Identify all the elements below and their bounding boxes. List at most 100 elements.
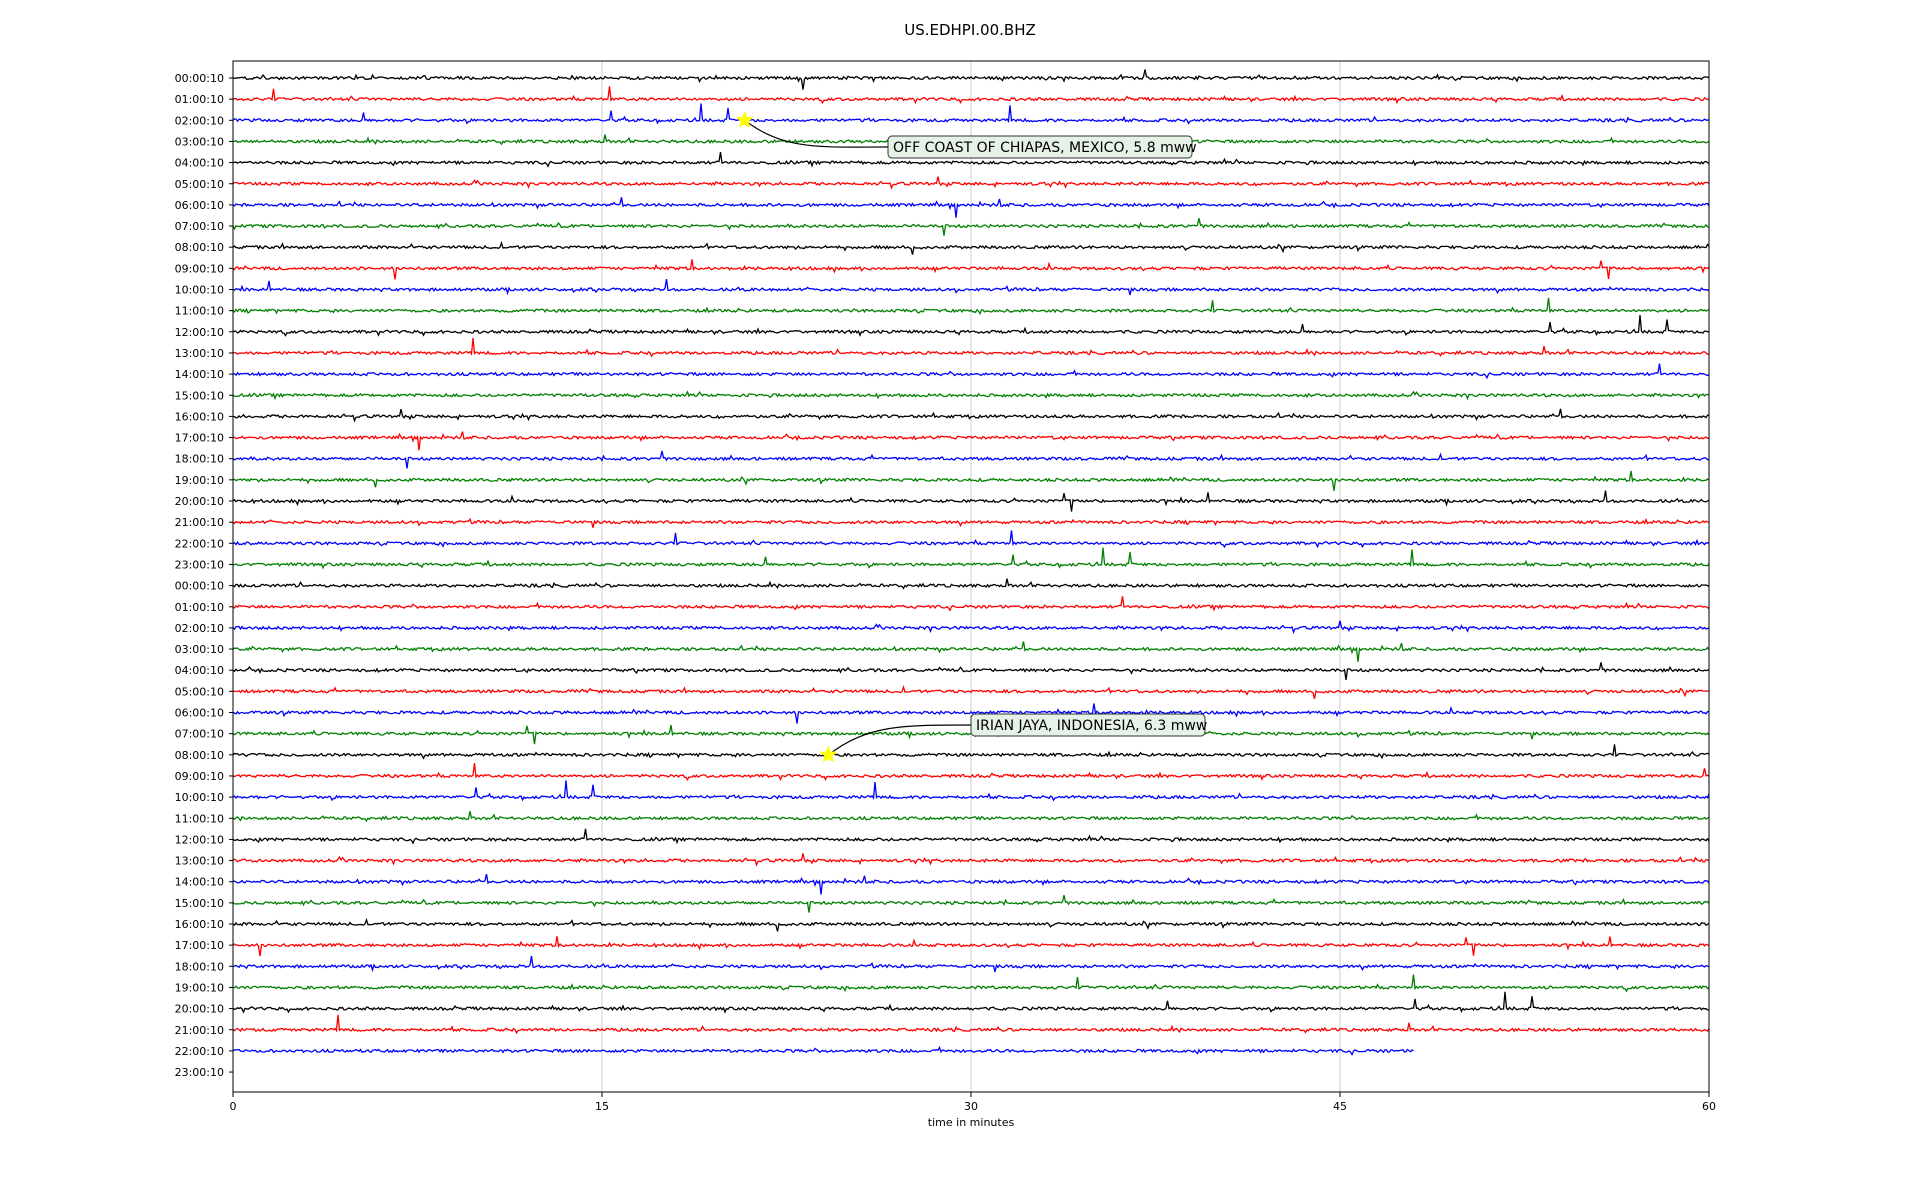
- event-label-box: [887, 135, 1193, 159]
- event-connector: [744, 119, 889, 148]
- trace-line: [232, 763, 1710, 782]
- y-tick-label: 08:00:10: [175, 749, 224, 762]
- trace-line: [232, 197, 1710, 218]
- y-tick-label: 17:00:10: [175, 432, 224, 445]
- trace-line: [232, 408, 1710, 423]
- y-tick-label: 04:00:10: [175, 157, 224, 170]
- trace-line: [232, 431, 1710, 451]
- event-label: IRIAN JAYA, INDONESIA, 6.3 mww: [976, 718, 1207, 734]
- y-tick-label: 03:00:10: [175, 135, 224, 148]
- trace-line: [232, 620, 1710, 635]
- x-tick-label: 30: [964, 1100, 978, 1113]
- trace-line: [232, 703, 1709, 724]
- y-tick-label: 12:00:10: [175, 326, 224, 339]
- trace-line: [232, 363, 1710, 380]
- y-tick-label: 13:00:10: [175, 347, 224, 360]
- y-tick-label: 09:00:10: [175, 770, 224, 783]
- plot-frame: [232, 60, 1710, 1093]
- y-tick-label: 15:00:10: [175, 897, 224, 910]
- trace-line: [232, 86, 1710, 105]
- trace-line: [232, 936, 1710, 957]
- y-tick-label: 05:00:10: [175, 685, 224, 698]
- y-tick-label: 15:00:10: [175, 389, 224, 402]
- trace-line: [232, 530, 1710, 549]
- trace-line: [232, 1014, 1710, 1035]
- y-tick-label: 07:00:10: [175, 220, 224, 233]
- event-label: OFF COAST OF CHIAPAS, MEXICO, 5.8 mww: [893, 140, 1197, 156]
- trace-line: [232, 811, 1710, 823]
- y-tick-label: 19:00:10: [175, 474, 224, 487]
- traces: [232, 69, 1710, 1057]
- trace-line: [232, 314, 1710, 337]
- event-star-marker: [735, 110, 754, 128]
- y-tick-label: 21:00:10: [175, 516, 224, 529]
- trace-line: [232, 894, 1710, 913]
- trace-line: [232, 974, 1710, 993]
- trace-line: [232, 991, 1709, 1014]
- y-tick-label: 18:00:10: [175, 960, 224, 973]
- y-tick-label: 03:00:10: [175, 643, 224, 656]
- y-tick-label: 22:00:10: [175, 537, 224, 550]
- trace-line: [232, 853, 1710, 867]
- trace-line: [232, 780, 1710, 802]
- trace-line: [232, 955, 1710, 973]
- y-tick-label: 02:00:10: [175, 114, 224, 127]
- trace-line: [232, 578, 1710, 590]
- trace-line: [232, 744, 1710, 760]
- trace-line: [232, 240, 1710, 255]
- y-tick-label: 14:00:10: [175, 876, 224, 889]
- y-tick-label: 20:00:10: [175, 1003, 224, 1016]
- y-tick-label: 08:00:10: [175, 241, 224, 254]
- trace-line: [232, 1045, 1414, 1057]
- y-tick-label: 18:00:10: [175, 453, 224, 466]
- y-tick-label: 04:00:10: [175, 664, 224, 677]
- trace-line: [232, 69, 1710, 90]
- y-tick-label: 05:00:10: [175, 178, 224, 191]
- chart-title: US.EDHPI.00.BHZ: [904, 21, 1036, 39]
- trace-line: [232, 103, 1710, 125]
- trace-line: [232, 470, 1710, 491]
- x-axis-label: time in minutes: [928, 1116, 1015, 1129]
- event-connector: [827, 724, 972, 756]
- x-tick-label: 45: [1333, 1100, 1347, 1113]
- trace-line: [232, 662, 1710, 680]
- y-tick-label: 10:00:10: [175, 284, 224, 297]
- trace-line: [232, 517, 1710, 528]
- x-tick-label: 0: [230, 1100, 237, 1113]
- y-tick-label: 01:00:10: [175, 601, 224, 614]
- trace-line: [232, 450, 1709, 469]
- event-label-box: [970, 713, 1206, 737]
- y-tick-label: 16:00:10: [175, 918, 224, 931]
- y-tick-label: 01:00:10: [175, 93, 224, 106]
- y-tick-label: 17:00:10: [175, 939, 224, 952]
- trace-line: [232, 297, 1710, 316]
- trace-line: [232, 259, 1710, 280]
- y-tick-label: 07:00:10: [175, 728, 224, 741]
- y-tick-label: 23:00:10: [175, 558, 224, 571]
- y-tick-label: 06:00:10: [175, 199, 224, 212]
- y-tick-label: 00:00:10: [175, 580, 224, 593]
- y-tick-label: 00:00:10: [175, 72, 224, 85]
- y-tick-label: 13:00:10: [175, 855, 224, 868]
- x-tick-label: 60: [1702, 1100, 1716, 1113]
- trace-line: [232, 218, 1710, 236]
- trace-line: [232, 684, 1710, 699]
- trace-line: [232, 873, 1710, 895]
- trace-line: [232, 828, 1710, 845]
- trace-line: [232, 641, 1710, 662]
- x-tick-label: 15: [595, 1100, 609, 1113]
- trace-line: [232, 337, 1710, 358]
- y-tick-label: 16:00:10: [175, 410, 224, 423]
- y-tick-label: 22:00:10: [175, 1045, 224, 1058]
- x-tick-labels: 0 15 30 45 60: [230, 1092, 1716, 1113]
- y-tick-labels: 00:00:10 01:00:10 02:00:10 03:00:10 04:00:10…: [175, 72, 233, 1079]
- y-tick-label: 10:00:10: [175, 791, 224, 804]
- y-tick-label: 14:00:10: [175, 368, 224, 381]
- trace-line: [232, 151, 1710, 168]
- grid-lines: [601, 61, 1341, 1092]
- trace-line: [232, 596, 1710, 612]
- y-tick-label: 19:00:10: [175, 981, 224, 994]
- y-tick-label: 20:00:10: [175, 495, 224, 508]
